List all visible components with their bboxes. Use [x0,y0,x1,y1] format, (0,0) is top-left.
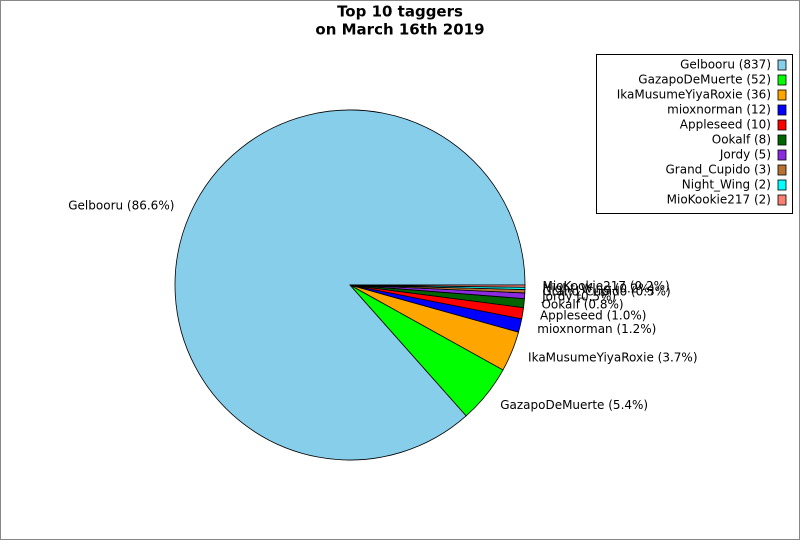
slice-label: Grand_Cupido (0.3%) [542,284,670,298]
legend-swatch [777,104,787,116]
legend-label: mioxnorman (12) [667,103,771,117]
chart-title: on March 16th 2019 [315,21,484,39]
slice-label: Gelbooru (86.6%) [68,199,174,213]
slice-label: MioKookie217 (0.2%) [542,279,669,293]
legend-swatch [777,134,787,146]
legend-label: Ookalf (8) [712,133,771,147]
legend-label: GazapoDeMuerte (52) [638,73,771,87]
legend-label: Appleseed (10) [680,118,771,132]
legend-label: Night_Wing (2) [682,178,771,192]
slice-label: Appleseed (1.0%) [540,309,646,323]
slice-label: IkaMusumeYiyaRoxie (3.7%) [528,351,697,365]
chart-title: Top 10 taggers [337,3,463,21]
legend-label: IkaMusumeYiyaRoxie (36) [617,88,771,102]
legend-label: Gelbooru (837) [680,58,771,72]
legend-swatch [777,119,787,131]
legend-label: MioKookie217 (2) [667,193,771,207]
slice-label: Ookalf (0.8%) [541,297,623,311]
legend-label: Grand_Cupido (3) [665,163,771,177]
slice-label: Night_Wing (0.2%) [542,281,654,295]
legend-label: Jordy (5) [719,148,771,162]
legend-swatch [777,179,787,191]
legend-swatch [777,164,787,176]
legend-swatch [777,194,787,206]
legend-swatch [777,149,787,161]
legend-swatch [777,74,787,86]
slice-label: GazapoDeMuerte (5.4%) [500,398,648,412]
legend-swatch [777,59,787,71]
slice-label: mioxnorman (1.2%) [537,322,656,336]
legend-box [596,54,793,214]
legend-swatch [777,89,787,101]
slice-label: Jordy (0.5%) [541,289,616,303]
pie-slice [349,284,526,288]
